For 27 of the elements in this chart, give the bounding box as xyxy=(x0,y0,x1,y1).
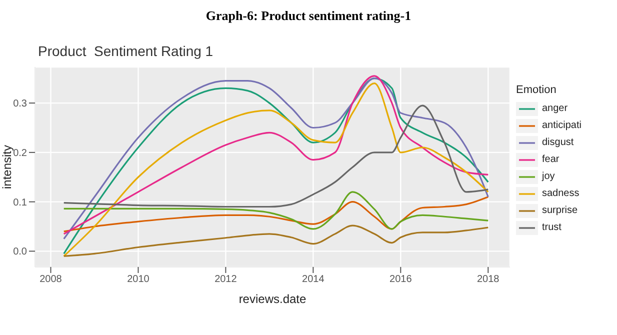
y-axis-title: intensity xyxy=(0,144,14,190)
legend-label: surprise xyxy=(542,205,578,216)
x-tick-label: 2008 xyxy=(40,274,62,286)
x-tick-label: 2010 xyxy=(127,274,150,286)
y-tick-label: 0.2 xyxy=(13,148,28,159)
y-tick-label: 0.3 xyxy=(13,98,28,110)
legend-label: trust xyxy=(542,222,562,233)
x-axis-title: reviews.date xyxy=(238,292,307,306)
y-tick-label: 0.1 xyxy=(13,197,28,208)
legend-label: anger xyxy=(542,103,568,114)
legend-label: fear xyxy=(542,154,560,165)
chart-title: Graph-6: Product sentiment rating-1 xyxy=(204,8,412,24)
legend-label: disgust xyxy=(542,137,574,148)
x-tick-label: 2012 xyxy=(214,274,238,286)
line-series xyxy=(63,196,489,232)
y-tick-label: 0.0 xyxy=(13,246,28,258)
line-series xyxy=(63,104,489,208)
x-tick-label: 2016 xyxy=(390,274,412,286)
x-tick-label: 2018 xyxy=(477,274,500,286)
legend-title: Emotion xyxy=(516,84,558,96)
chart-subtitle: Product Sentiment Rating 1 xyxy=(38,43,214,59)
line-series xyxy=(63,224,489,257)
legend-label: joy xyxy=(542,171,555,182)
x-tick-label: 2014 xyxy=(302,274,325,286)
line-series xyxy=(63,191,489,230)
legend-label: anticipati xyxy=(542,120,582,131)
legend-label: sadness xyxy=(542,188,580,199)
